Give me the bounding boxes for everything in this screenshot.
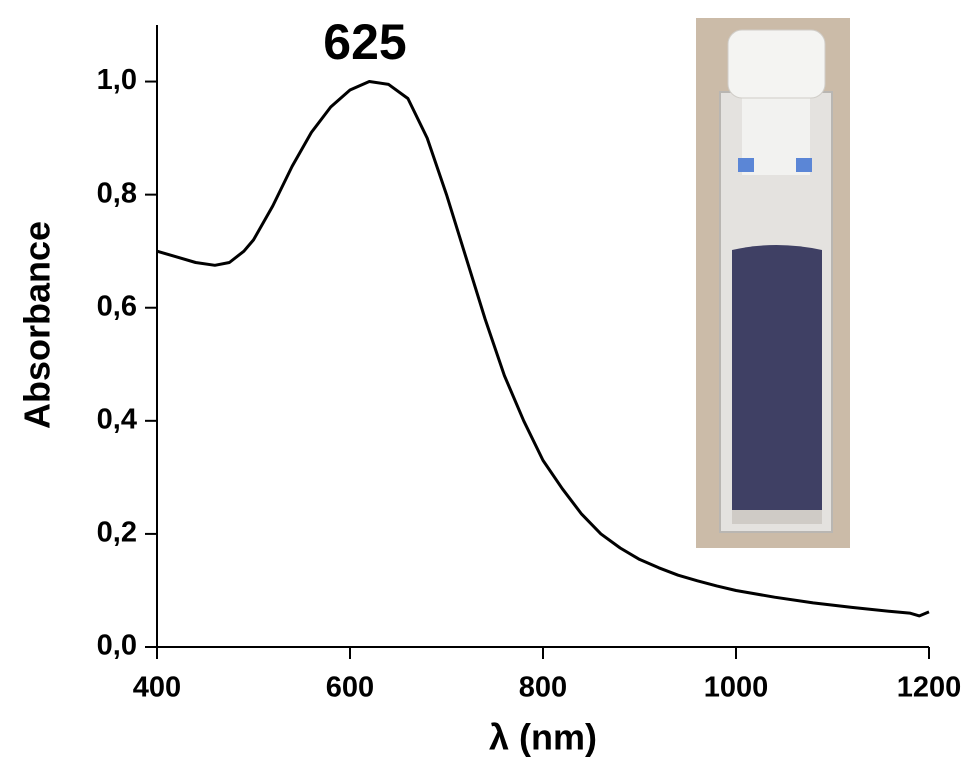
- x-tick-label: 800: [519, 672, 567, 704]
- peak-annotation: 625: [323, 14, 406, 70]
- x-tick-label: 1000: [704, 672, 769, 704]
- y-tick-label: 0,0: [97, 630, 137, 662]
- y-tick-label: 0,6: [97, 290, 137, 322]
- spectrum-line: [156, 80, 930, 618]
- photo-inset: [696, 18, 850, 548]
- x-axis-label: λ (nm): [489, 717, 597, 758]
- x-tick-label: 600: [326, 672, 374, 704]
- y-tick-label: 0,8: [97, 177, 137, 209]
- y-axis-label: Absorbance: [17, 221, 58, 429]
- y-tick-label: 0,2: [97, 517, 137, 549]
- y-tick-label: 0,4: [97, 403, 137, 435]
- y-tick-label: 1,0: [97, 64, 137, 96]
- x-tick-label: 400: [133, 672, 181, 704]
- x-tick-label: 1200: [897, 672, 962, 704]
